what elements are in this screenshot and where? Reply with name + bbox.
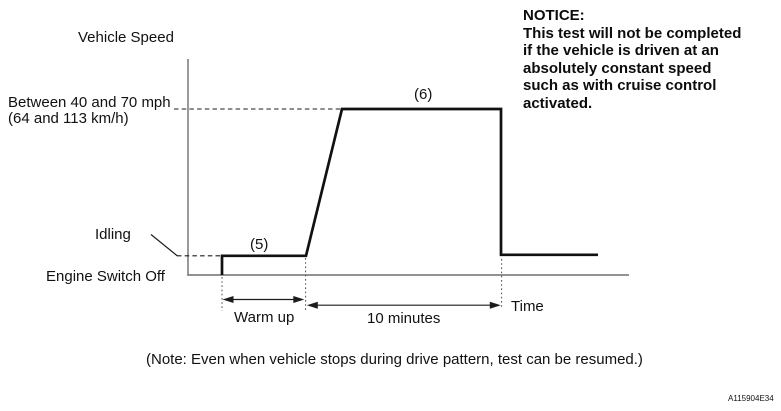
x-axis-label: Time (511, 297, 544, 315)
notice-line: absolutely constant speed (523, 59, 712, 77)
ten-minutes-arrow-left-head-icon (306, 301, 318, 309)
engine-switch-off-level-label: Engine Switch Off (46, 267, 165, 285)
notice-line: such as with cruise control (523, 77, 717, 95)
high-speed-level-label-line2: (64 and 113 km/h) (8, 110, 129, 127)
footnote: (Note: Even when vehicle stops during dr… (146, 351, 643, 368)
warm-up-span-label: Warm up (234, 308, 295, 326)
notice-block: NOTICE: This test will not be completed … (523, 7, 741, 113)
ten-minutes-span-arrow (306, 301, 501, 309)
notice-line: This test will not be completed (523, 24, 742, 42)
speed-profile-line (220, 107, 598, 275)
high-speed-level-label-line1: Between 40 and 70 mph (8, 93, 171, 111)
notice-title: NOTICE: (523, 7, 585, 24)
y-axis-title: Vehicle Speed (78, 29, 174, 46)
warm-up-arrow-right-head-icon (293, 296, 305, 303)
high-speed-level-label: Between 40 and 70 mph (64 and 113 km/h) (8, 93, 171, 128)
idling-level-label: Idling (95, 225, 131, 243)
warm-up-span-arrow (222, 296, 305, 303)
notice-line: if the vehicle is driven at an (523, 42, 719, 60)
ten-minutes-span-label: 10 minutes (367, 310, 441, 327)
warm-up-arrow-left-head-icon (222, 296, 234, 303)
figure-id: A115904E34 (728, 394, 774, 403)
step-5-label: (5) (250, 236, 269, 253)
step-6-label: (6) (414, 86, 433, 103)
idling-callout-line (150, 234, 178, 257)
ten-minutes-arrow-right-head-icon (489, 301, 501, 309)
notice-line: activated. (523, 94, 593, 112)
